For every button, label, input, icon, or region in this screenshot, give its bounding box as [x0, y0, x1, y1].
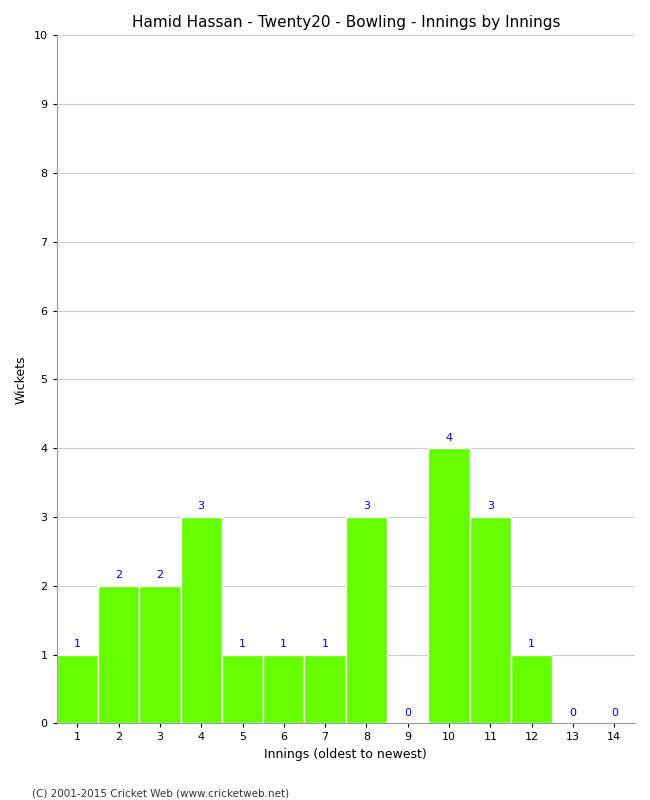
Text: 1: 1	[322, 639, 329, 649]
Bar	[57, 654, 98, 723]
Text: 3: 3	[363, 502, 370, 511]
Text: 2: 2	[115, 570, 122, 580]
Text: 2: 2	[156, 570, 163, 580]
Text: 1: 1	[280, 639, 287, 649]
Bar	[139, 586, 181, 723]
Bar	[98, 586, 139, 723]
Bar	[346, 517, 387, 723]
Text: 4: 4	[445, 433, 452, 442]
Text: 1: 1	[73, 639, 81, 649]
Text: 0: 0	[404, 708, 411, 718]
Text: 3: 3	[198, 502, 205, 511]
Text: 0: 0	[569, 708, 577, 718]
Bar	[511, 654, 552, 723]
Text: (C) 2001-2015 Cricket Web (www.cricketweb.net): (C) 2001-2015 Cricket Web (www.cricketwe…	[32, 788, 290, 798]
Text: 3: 3	[487, 502, 494, 511]
Bar	[470, 517, 511, 723]
Text: 1: 1	[528, 639, 535, 649]
Bar	[263, 654, 304, 723]
Y-axis label: Wickets: Wickets	[15, 355, 28, 404]
Bar	[304, 654, 346, 723]
Text: 1: 1	[239, 639, 246, 649]
Title: Hamid Hassan - Twenty20 - Bowling - Innings by Innings: Hamid Hassan - Twenty20 - Bowling - Inni…	[131, 15, 560, 30]
Text: 0: 0	[611, 708, 618, 718]
Bar	[428, 448, 470, 723]
X-axis label: Innings (oldest to newest): Innings (oldest to newest)	[265, 748, 427, 761]
Bar	[222, 654, 263, 723]
Bar	[181, 517, 222, 723]
